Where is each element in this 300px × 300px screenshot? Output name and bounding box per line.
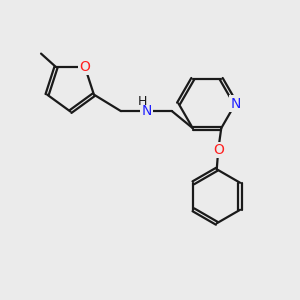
Text: O: O xyxy=(213,143,224,157)
Text: N: N xyxy=(230,97,241,110)
Text: O: O xyxy=(80,60,90,74)
Text: N: N xyxy=(141,104,152,118)
Text: H: H xyxy=(138,95,148,108)
